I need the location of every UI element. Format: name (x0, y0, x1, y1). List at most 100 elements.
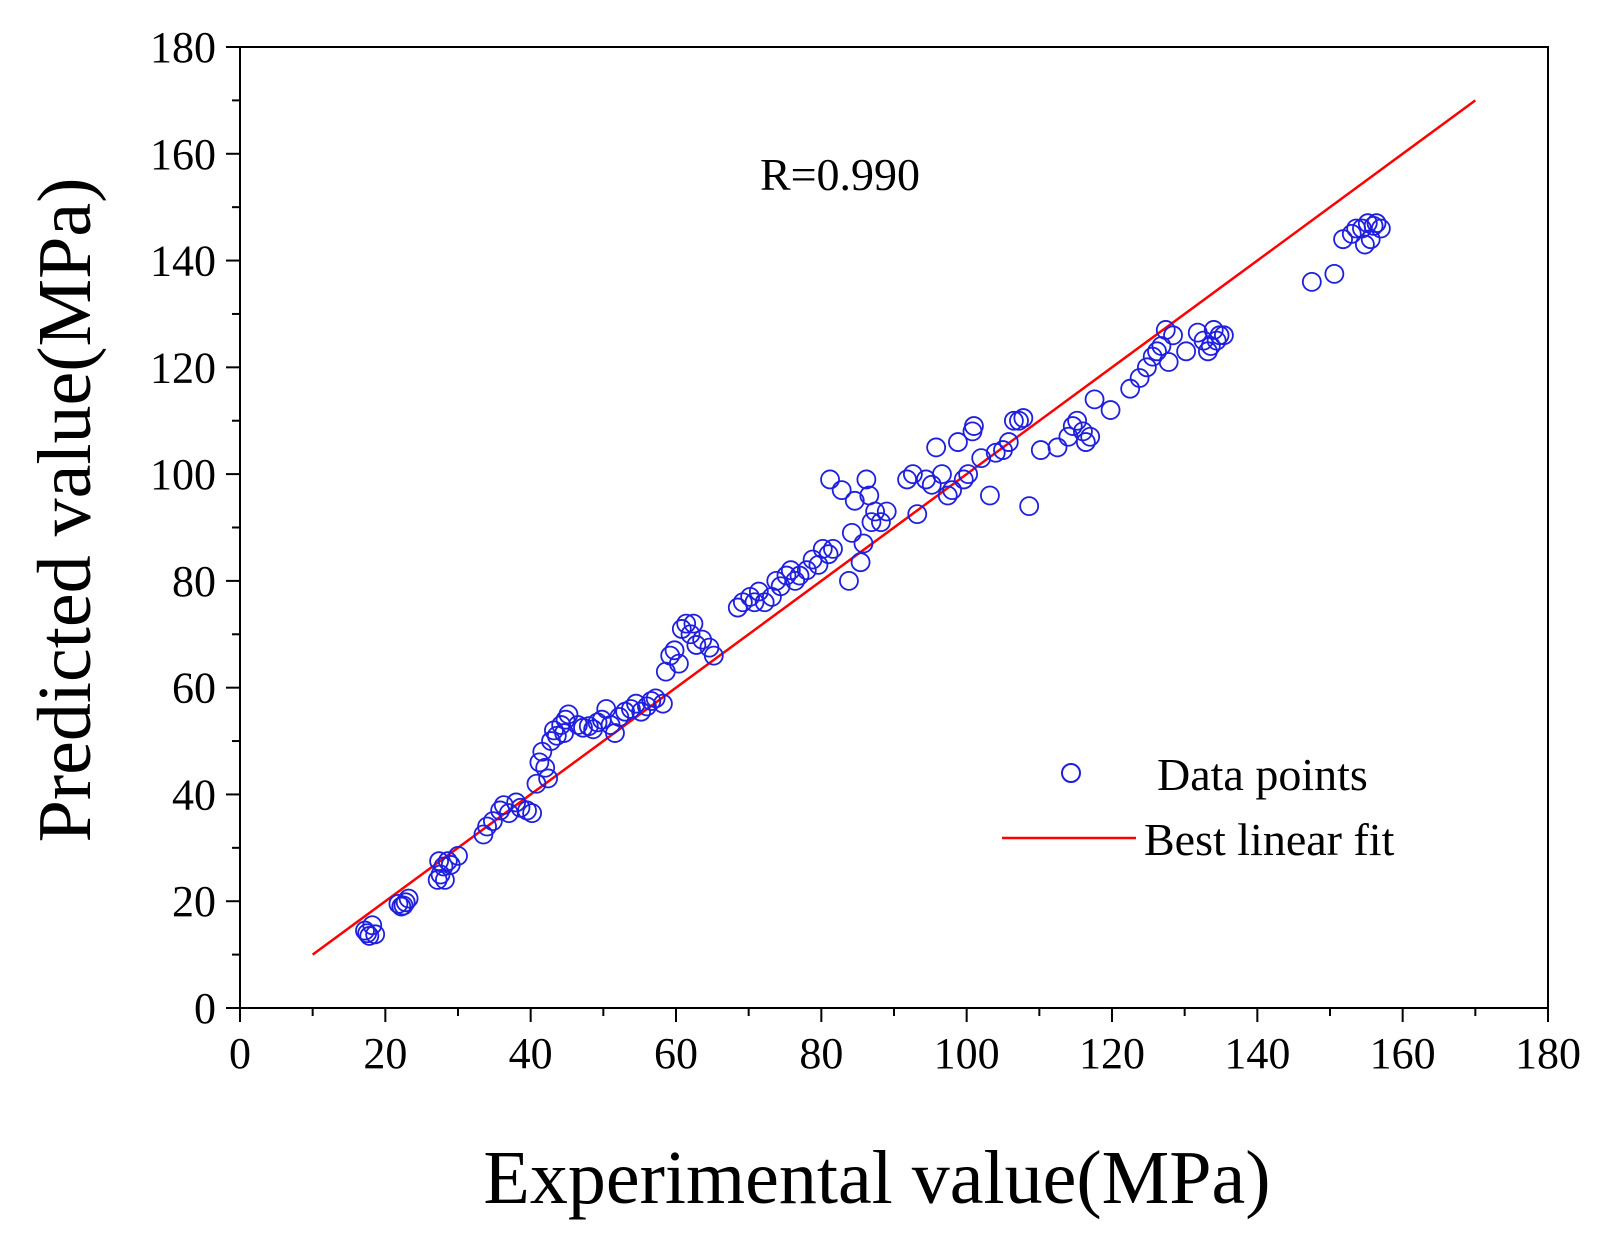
data-point (393, 895, 414, 916)
data-point (1203, 320, 1224, 340)
data-point (398, 888, 419, 909)
data-point (839, 570, 859, 591)
data-point (365, 924, 386, 945)
data-point (1176, 341, 1197, 362)
data-point (1341, 223, 1362, 244)
data-point (1100, 400, 1121, 420)
data-point (937, 485, 958, 506)
data-point (578, 716, 599, 737)
data-point (812, 538, 833, 559)
data-point (926, 437, 947, 458)
x-tick-label: 180 (1515, 1029, 1581, 1078)
data-point (653, 693, 673, 714)
data-point (1370, 218, 1391, 239)
y-tick-label: 0 (194, 984, 216, 1033)
y-tick-label: 100 (150, 450, 216, 499)
data-point (971, 448, 992, 468)
data-point (664, 640, 685, 661)
data-point (482, 811, 503, 832)
data-point (958, 464, 979, 485)
data-point (748, 581, 769, 602)
data-point (1075, 432, 1096, 452)
data-point (861, 512, 882, 533)
data-point (448, 845, 468, 866)
x-axis-ticks: 0 20 40 60 80 100 120 140 160 180 (229, 1008, 1581, 1078)
y-tick-label: 140 (150, 237, 216, 286)
data-point (727, 597, 748, 618)
x-tick-label: 140 (1224, 1029, 1290, 1078)
data-point (1084, 389, 1105, 410)
x-tick-label: 100 (934, 1029, 1000, 1078)
data-point (831, 480, 852, 501)
x-axis-label: Experimental value(MPa) (483, 1136, 1270, 1220)
data-point (796, 560, 817, 581)
data-point (932, 464, 952, 485)
data-point (1147, 341, 1167, 362)
best-fit-line (311, 99, 1477, 956)
data-point (1067, 410, 1088, 431)
legend-label-data-points: Data points (1157, 749, 1368, 800)
data-point (980, 485, 1000, 506)
y-tick-label: 120 (150, 343, 216, 392)
data-point (865, 501, 886, 522)
data-point (1030, 440, 1051, 460)
data-point (744, 592, 765, 613)
legend-marker-data-points (1061, 763, 1081, 783)
data-point (1324, 264, 1345, 284)
data-point (686, 635, 707, 655)
data-point (490, 800, 511, 821)
data-point (538, 768, 559, 789)
data-point (820, 469, 840, 490)
data-point (844, 490, 865, 511)
data-point (676, 613, 697, 634)
x-tick-label: 120 (1079, 1029, 1145, 1078)
x-tick-label: 160 (1370, 1029, 1436, 1078)
y-axis-ticks: 0 20 40 60 80 100 120 140 160 180 (150, 23, 240, 1033)
data-point (808, 554, 829, 575)
data-point (1301, 272, 1322, 292)
data-point (551, 715, 572, 735)
x-tick-label: 0 (229, 1029, 251, 1078)
data-point (429, 851, 450, 872)
data-point (1209, 325, 1230, 346)
data-point (1214, 325, 1234, 346)
data-point (1163, 325, 1183, 346)
data-point (1013, 408, 1034, 428)
data-point (1047, 437, 1068, 458)
data-point (395, 892, 416, 913)
y-axis-label: Predicted value(MPa) (23, 178, 107, 843)
data-point (355, 920, 375, 941)
data-point (631, 701, 652, 722)
data-point (823, 538, 843, 559)
data-point (1354, 234, 1375, 255)
data-point (703, 645, 724, 666)
data-point (841, 522, 862, 543)
x-tick-label: 60 (654, 1029, 698, 1078)
data-point (1136, 357, 1157, 378)
data-point (1120, 378, 1141, 399)
r-value-annotation: R=0.990 (760, 149, 920, 200)
legend: Data points Best linear fit (1002, 749, 1395, 865)
data-point (433, 856, 454, 877)
data-point (871, 512, 891, 533)
data-point (785, 570, 806, 591)
y-tick-label: 20 (172, 877, 216, 926)
data-point (856, 469, 877, 490)
data-point (535, 757, 556, 778)
data-points-group (355, 213, 1391, 946)
data-point (921, 474, 942, 495)
data-point (948, 432, 968, 452)
x-tick-label: 40 (509, 1029, 553, 1078)
data-point (621, 699, 641, 719)
data-point (522, 803, 543, 824)
data-point (1366, 213, 1387, 234)
data-point (669, 653, 689, 674)
data-point (942, 480, 963, 501)
data-point (680, 624, 701, 645)
data-point (853, 533, 874, 554)
fit-line-group (311, 99, 1477, 956)
data-point (437, 851, 458, 872)
y-tick-label: 180 (150, 23, 216, 72)
data-point (1019, 496, 1040, 517)
data-point (964, 416, 984, 436)
